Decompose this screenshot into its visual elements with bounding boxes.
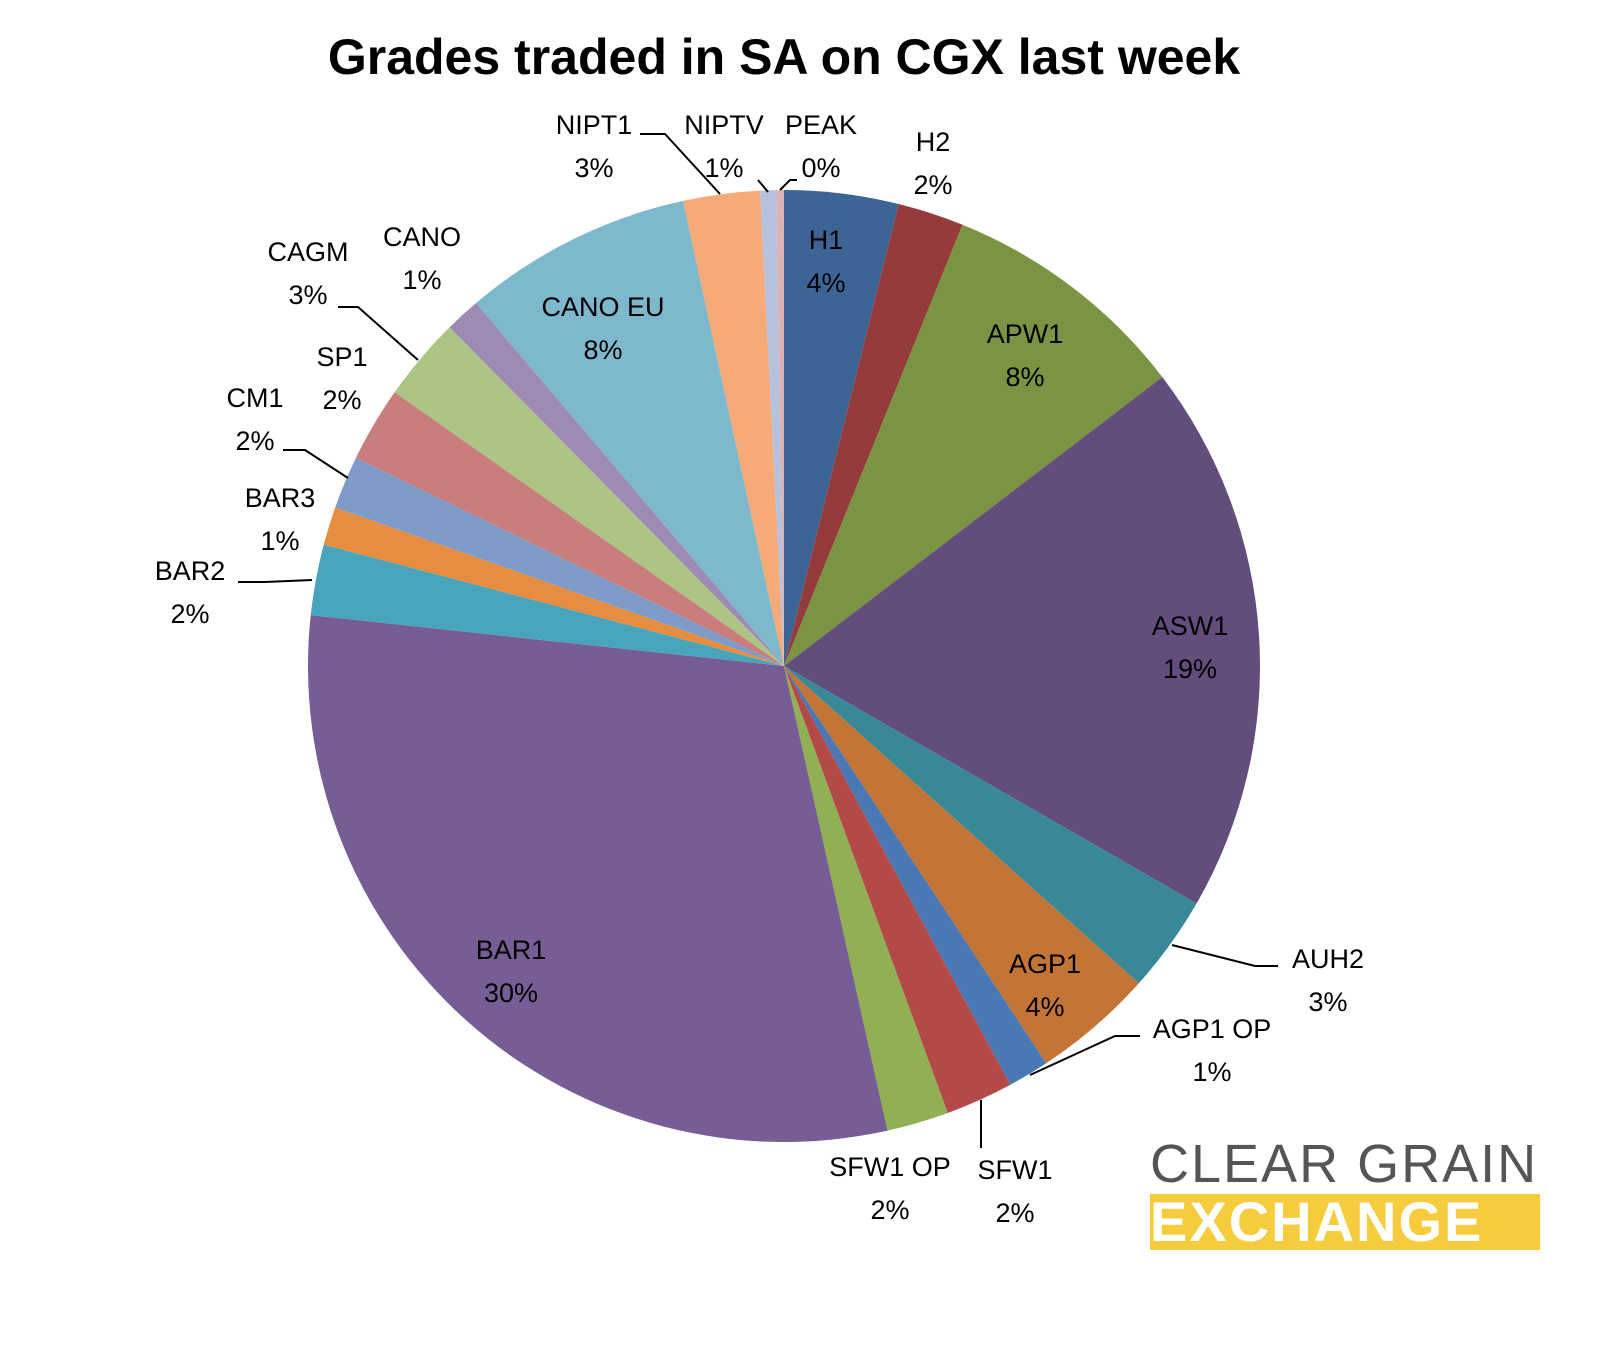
slice-percent-bar2: 2% — [170, 599, 209, 629]
slice-percent-auh2: 3% — [1308, 987, 1347, 1017]
slice-label-bar1: BAR1 — [476, 935, 547, 965]
leader-line-nipt1 — [640, 133, 721, 195]
leader-line-agp1-op — [1029, 1035, 1140, 1076]
pie-slice-h2 — [784, 203, 963, 666]
pie-slice-cm1 — [335, 457, 784, 666]
pie-slice-cagm — [394, 327, 784, 666]
slice-label-sfw1-op: SFW1 OP — [829, 1152, 951, 1182]
slice-label-bar3: BAR3 — [245, 483, 316, 513]
pie-slice-asw1 — [784, 377, 1261, 904]
slice-percent-sp1: 2% — [322, 385, 361, 415]
slice-label-auh2: AUH2 — [1292, 944, 1364, 974]
slice-percent-h1: 4% — [806, 268, 845, 298]
pie-slice-sfw1-op — [784, 666, 948, 1131]
pie-slice-apw1 — [784, 224, 1163, 667]
pie-slice-auh2 — [784, 666, 1197, 984]
pie-slice-h1 — [784, 190, 899, 666]
slice-percent-sfw1: 2% — [995, 1198, 1034, 1228]
pie-slice-cano-eu — [476, 200, 784, 667]
slice-percent-cm1: 2% — [235, 426, 274, 456]
leader-line-auh2 — [1171, 944, 1278, 967]
leader-line-niptv — [757, 179, 769, 193]
slice-label-cano: CANO — [383, 222, 461, 252]
slice-percent-cano: 1% — [402, 265, 441, 295]
pie-slice-cano — [449, 303, 784, 666]
pie-slice-nipt1 — [683, 190, 784, 667]
pie-slice-bar2 — [310, 544, 784, 666]
slice-label-h1: H1 — [809, 225, 844, 255]
slice-label-asw1: ASW1 — [1152, 611, 1229, 641]
slice-percent-asw1: 19% — [1163, 654, 1217, 684]
pie-slice-bar3 — [323, 507, 784, 666]
pie-slice-sp1 — [355, 392, 784, 666]
slice-percent-cagm: 3% — [288, 280, 327, 310]
slice-label-apw1: APW1 — [987, 319, 1064, 349]
slice-percent-niptv: 1% — [704, 153, 743, 183]
clear-grain-exchange-logo: CLEAR GRAIN EXCHANGE — [1150, 1134, 1540, 1250]
leader-line-bar2 — [238, 579, 313, 583]
leader-line-bar3 — [283, 449, 349, 479]
slice-percent-sfw1-op: 2% — [870, 1195, 909, 1225]
pie-slice-agp1-op — [784, 666, 1047, 1085]
slice-percent-nipt1: 3% — [574, 153, 613, 183]
slice-label-sp1: SP1 — [316, 342, 367, 372]
slice-label-bar2: BAR2 — [155, 556, 226, 586]
slice-percent-bar3: 1% — [260, 526, 299, 556]
slice-label-cano-eu: CANO EU — [541, 292, 664, 322]
slice-label-cagm: CAGM — [268, 237, 349, 267]
pie-slice-bar1 — [308, 615, 888, 1143]
pie-slice-agp1 — [784, 666, 1139, 1064]
slice-percent-cano-eu: 8% — [583, 335, 622, 365]
pie-slice-peak — [775, 190, 784, 666]
slice-percent-bar1: 30% — [484, 978, 538, 1008]
pie-slice-niptv — [760, 190, 784, 666]
slice-label-sfw1: SFW1 — [977, 1155, 1052, 1185]
leader-line-cagm — [338, 306, 419, 361]
pie-slice-sfw1 — [784, 666, 1011, 1113]
slice-label-nipt1: NIPT1 — [556, 110, 633, 140]
slice-label-agp1: AGP1 — [1009, 949, 1081, 979]
slice-percent-agp1: 4% — [1025, 992, 1064, 1022]
slice-label-niptv: NIPTV — [684, 110, 764, 140]
logo-line1: CLEAR GRAIN — [1150, 1134, 1539, 1194]
leader-line-peak — [779, 179, 797, 191]
slice-percent-h2: 2% — [913, 170, 952, 200]
slice-label-cm1: CM1 — [226, 383, 283, 413]
slice-percent-agp1-op: 1% — [1192, 1057, 1231, 1087]
slice-percent-peak: 0% — [801, 153, 840, 183]
slice-percent-apw1: 8% — [1005, 362, 1044, 392]
slice-label-peak: PEAK — [785, 110, 857, 140]
slice-label-h2: H2 — [916, 127, 951, 157]
chart-title: Grades traded in SA on CGX last week — [328, 29, 1240, 85]
logo-line2: EXCHANGE — [1150, 1194, 1540, 1250]
slice-label-agp1-op: AGP1 OP — [1153, 1014, 1272, 1044]
